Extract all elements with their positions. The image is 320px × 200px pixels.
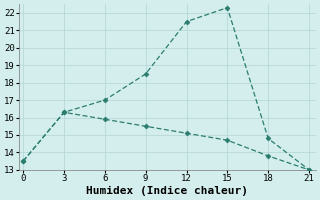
- X-axis label: Humidex (Indice chaleur): Humidex (Indice chaleur): [86, 186, 248, 196]
